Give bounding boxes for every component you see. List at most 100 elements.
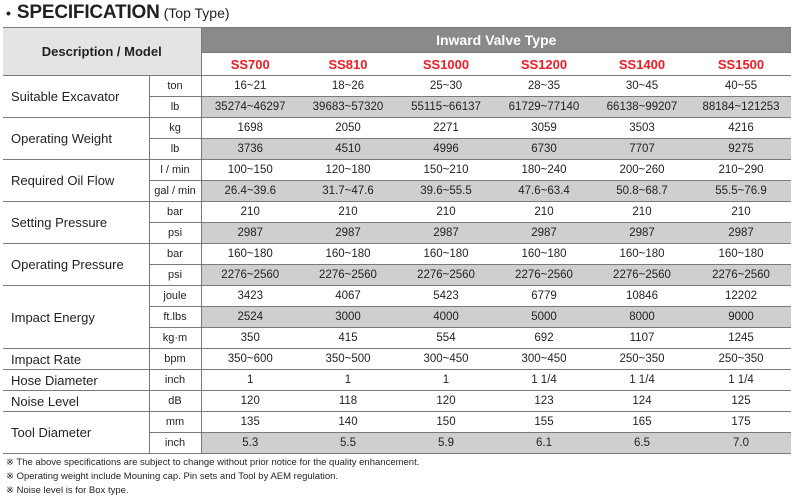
spec-value: 3736 [201, 138, 299, 160]
spec-value: 415 [299, 327, 397, 349]
spec-unit: mm [149, 411, 202, 433]
title-bullet: • [6, 5, 11, 21]
table-row: Operating Weight kg 1698 2050 2271 3059 3503 42… [3, 117, 792, 160]
spec-value: 40~55 [691, 75, 792, 97]
table-row: psi 2987 2987 2987 2987 2987 2987 [3, 222, 792, 244]
spec-value: 28~35 [495, 75, 593, 97]
spec-value: 125 [691, 390, 792, 412]
spec-value: 25~30 [397, 75, 495, 97]
spec-value: 2987 [495, 222, 593, 244]
spec-unit: inch [149, 432, 202, 454]
spec-value: 5.5 [299, 432, 397, 454]
spec-value: 26.4~39.6 [201, 180, 299, 202]
table-row: psi 2276~2560 2276~2560 2276~2560 2276~2560 2… [3, 264, 792, 286]
spec-value: 2276~2560 [495, 264, 593, 286]
spec-value: 8000 [593, 306, 691, 328]
spec-value: 3423 [201, 285, 299, 307]
spec-value: 4067 [299, 285, 397, 307]
spec-unit: joule [149, 285, 202, 307]
spec-unit: bar [149, 243, 202, 265]
model-header: SS1500 [691, 52, 792, 76]
spec-unit: kg [149, 117, 202, 139]
footnote: ※ Noise level is for Box type. [6, 485, 129, 496]
spec-value: 1 1/4 [495, 369, 593, 391]
spec-value: 55.5~76.9 [691, 180, 792, 202]
spec-value: 35274~46297 [201, 96, 299, 118]
spec-value: 30~45 [593, 75, 691, 97]
footnotes: ※ The above specifications are subject t… [6, 456, 419, 498]
spec-value: 180~240 [495, 159, 593, 181]
spec-value: 7.0 [691, 432, 792, 454]
spec-value: 50.8~68.7 [593, 180, 691, 202]
spec-value: 300~450 [495, 348, 593, 370]
spec-value: 200~260 [593, 159, 691, 181]
spec-value: 7707 [593, 138, 691, 160]
spec-value: 6730 [495, 138, 593, 160]
spec-value: 3000 [299, 306, 397, 328]
spec-label: Noise Level [3, 390, 150, 412]
spec-value: 3059 [495, 117, 593, 139]
spec-value: 118 [299, 390, 397, 412]
spec-value: 61729~77140 [495, 96, 593, 118]
title-subtitle: (Top Type) [163, 5, 230, 21]
spec-value: 350~600 [201, 348, 299, 370]
spec-value: 210 [299, 201, 397, 223]
spec-value: 1 [299, 369, 397, 391]
spec-value: 120 [397, 390, 495, 412]
spec-value: 5.3 [201, 432, 299, 454]
table-row: gal / min 26.4~39.6 31.7~47.6 39.6~55.5 47.6… [3, 180, 792, 202]
spec-value: 140 [299, 411, 397, 433]
spec-value: 4000 [397, 306, 495, 328]
page-title: • SPECIFICATION (Top Type) [6, 2, 230, 24]
spec-value: 3503 [593, 117, 691, 139]
spec-unit: inch [149, 369, 202, 391]
spec-value: 165 [593, 411, 691, 433]
spec-body: Suitable Excavator ton 16~21 18~26 25~30 28~3… [3, 75, 792, 454]
model-header: SS1000 [397, 52, 495, 76]
table-row: Suitable Excavator ton 16~21 18~26 25~30 28~3… [3, 75, 792, 118]
spec-value: 160~180 [593, 243, 691, 265]
spec-value: 692 [495, 327, 593, 349]
table-row: Hose Diameter inch 1 1 1 1 1/4 1 1/4 1 1/4 [3, 369, 792, 391]
spec-value: 120 [201, 390, 299, 412]
spec-value: 4996 [397, 138, 495, 160]
spec-unit: l / min [149, 159, 202, 181]
spec-value: 160~180 [495, 243, 593, 265]
spec-value: 150 [397, 411, 495, 433]
spec-value: 2524 [201, 306, 299, 328]
spec-value: 210~290 [691, 159, 792, 181]
spec-value: 1 [201, 369, 299, 391]
spec-value: 250~350 [593, 348, 691, 370]
spec-value: 350 [201, 327, 299, 349]
spec-value: 9275 [691, 138, 792, 160]
spec-value: 39683~57320 [299, 96, 397, 118]
spec-label: Required Oil Flow [3, 159, 150, 202]
table-row: lb 3736 4510 4996 6730 7707 9275 [3, 138, 792, 160]
spec-value: 160~180 [397, 243, 495, 265]
spec-value: 5.9 [397, 432, 495, 454]
spec-value: 4510 [299, 138, 397, 160]
spec-value: 2276~2560 [201, 264, 299, 286]
spec-value: 1 [397, 369, 495, 391]
spec-value: 88184~121253 [691, 96, 792, 118]
spec-value: 4216 [691, 117, 792, 139]
title-main: SPECIFICATION [16, 2, 160, 23]
spec-value: 100~150 [201, 159, 299, 181]
spec-value: 2276~2560 [397, 264, 495, 286]
table-row: inch 5.3 5.5 5.9 6.1 6.5 7.0 [3, 432, 792, 454]
spec-value: 350~500 [299, 348, 397, 370]
spec-value: 123 [495, 390, 593, 412]
spec-value: 250~350 [691, 348, 792, 370]
spec-value: 16~21 [201, 75, 299, 97]
spec-value: 2987 [201, 222, 299, 244]
spec-value: 1 1/4 [593, 369, 691, 391]
spec-value: 300~450 [397, 348, 495, 370]
spec-value: 210 [397, 201, 495, 223]
spec-unit: gal / min [149, 180, 202, 202]
spec-unit: ft.lbs [149, 306, 202, 328]
spec-value: 2987 [397, 222, 495, 244]
model-header: SS810 [299, 52, 397, 76]
spec-value: 1245 [691, 327, 792, 349]
spec-value: 175 [691, 411, 792, 433]
model-header: SS1400 [593, 52, 691, 76]
